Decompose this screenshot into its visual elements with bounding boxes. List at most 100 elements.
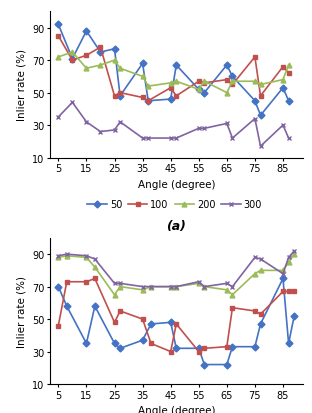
300 (169, 285, 173, 290)
200 (253, 80, 257, 85)
100 (56, 323, 60, 328)
200 (65, 254, 69, 259)
Y-axis label: Inlier rate (%): Inlier rate (%) (17, 275, 27, 347)
300 (141, 285, 144, 290)
300 (141, 136, 144, 141)
300 (113, 281, 116, 286)
100 (85, 54, 88, 59)
Line: 200: 200 (56, 252, 297, 297)
50 (56, 23, 60, 28)
200 (71, 50, 74, 55)
50 (169, 97, 173, 102)
300 (231, 136, 234, 141)
300 (287, 136, 290, 141)
300 (253, 255, 257, 260)
50 (253, 99, 257, 104)
100 (118, 91, 122, 96)
100 (93, 276, 97, 281)
200 (141, 75, 144, 80)
200 (174, 285, 178, 290)
200 (197, 88, 201, 93)
50 (231, 344, 234, 349)
100 (169, 86, 173, 91)
100 (56, 34, 60, 39)
50 (71, 57, 74, 62)
200 (202, 285, 206, 290)
Line: 200: 200 (56, 50, 291, 96)
100 (202, 81, 206, 86)
300 (174, 285, 178, 290)
300 (202, 285, 206, 290)
200 (56, 255, 60, 260)
50 (149, 322, 153, 327)
200 (146, 84, 150, 89)
300 (197, 126, 201, 131)
100 (71, 59, 74, 64)
50 (141, 338, 144, 343)
50 (231, 75, 234, 80)
50 (259, 322, 262, 327)
300 (292, 249, 296, 254)
300 (149, 285, 153, 290)
50 (146, 99, 150, 104)
300 (225, 281, 229, 286)
100 (253, 55, 257, 60)
100 (225, 78, 229, 83)
300 (259, 257, 262, 262)
50 (141, 62, 144, 66)
200 (113, 59, 116, 64)
100 (259, 94, 262, 99)
50 (281, 276, 285, 281)
300 (174, 136, 178, 141)
200 (225, 288, 229, 293)
50 (225, 362, 229, 367)
50 (287, 99, 290, 104)
100 (281, 289, 285, 294)
300 (113, 128, 116, 133)
Line: 300: 300 (56, 101, 291, 149)
300 (85, 254, 88, 259)
300 (225, 122, 229, 127)
Line: 100: 100 (56, 34, 291, 104)
50 (281, 86, 285, 91)
300 (118, 281, 122, 286)
100 (146, 99, 150, 104)
100 (174, 322, 178, 327)
200 (281, 78, 285, 83)
200 (169, 285, 173, 290)
300 (56, 115, 60, 120)
100 (259, 312, 262, 317)
200 (253, 271, 257, 276)
100 (99, 45, 102, 50)
Legend: 50, 100, 200, 300: 50, 100, 200, 300 (84, 196, 266, 213)
200 (85, 255, 88, 260)
200 (85, 66, 88, 71)
50 (93, 304, 97, 309)
50 (113, 47, 116, 52)
300 (146, 136, 150, 141)
200 (231, 292, 234, 297)
200 (141, 288, 144, 293)
50 (85, 341, 88, 346)
100 (281, 65, 285, 70)
100 (118, 309, 122, 314)
50 (113, 341, 116, 346)
100 (253, 309, 257, 314)
100 (174, 94, 178, 99)
200 (99, 63, 102, 68)
200 (225, 91, 229, 96)
200 (292, 252, 296, 257)
300 (71, 101, 74, 106)
200 (259, 83, 262, 88)
50 (174, 346, 178, 351)
300 (197, 280, 201, 285)
50 (202, 91, 206, 96)
100 (202, 346, 206, 351)
200 (202, 80, 206, 85)
50 (202, 362, 206, 367)
50 (287, 341, 290, 346)
100 (65, 280, 69, 285)
200 (113, 292, 116, 297)
100 (287, 71, 290, 76)
200 (281, 268, 285, 273)
